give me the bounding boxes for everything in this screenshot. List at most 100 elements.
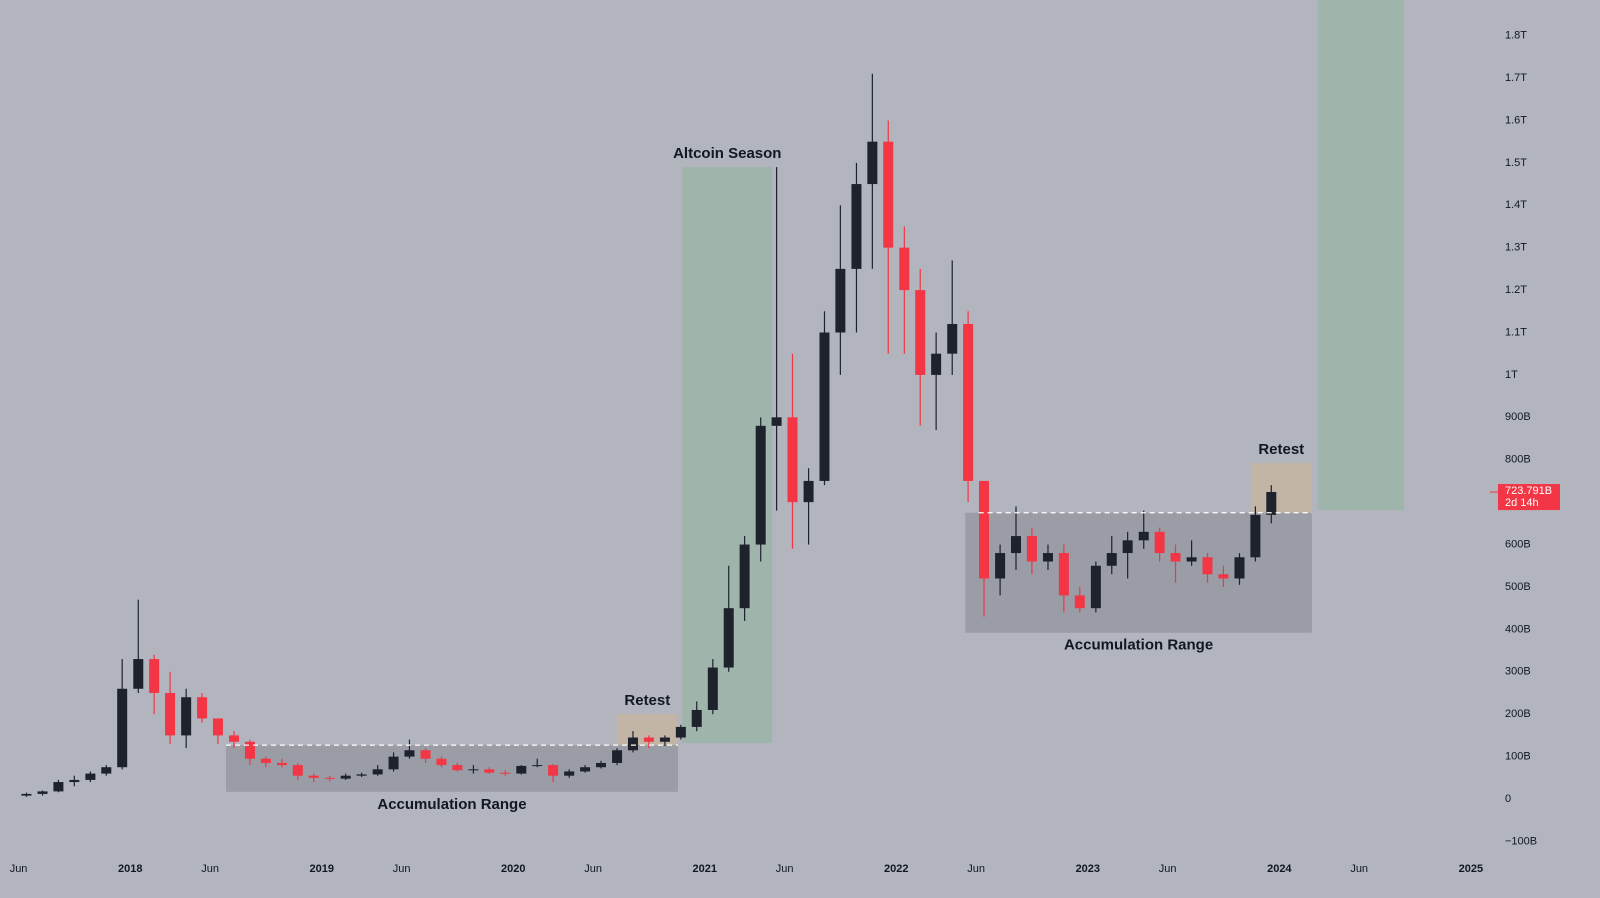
candle-body xyxy=(292,765,303,776)
candle-body xyxy=(659,737,670,742)
x-tick-label: Jun xyxy=(776,863,794,875)
candle-body xyxy=(1154,531,1165,554)
candle-body xyxy=(1074,595,1085,609)
candle-body xyxy=(548,765,559,776)
x-tick-label: Jun xyxy=(584,863,602,875)
x-tick-label: Jun xyxy=(393,863,411,875)
candle-body xyxy=(516,765,527,774)
candle-body xyxy=(595,762,606,768)
candle-body xyxy=(899,247,910,291)
candle-body xyxy=(404,750,415,757)
candle-body xyxy=(1218,574,1229,579)
x-tick-label: 2025 xyxy=(1459,863,1483,875)
candle-body xyxy=(388,756,399,770)
y-tick-label: 1.2T xyxy=(1505,284,1527,296)
candle-body xyxy=(1010,536,1021,554)
x-tick-label: Jun xyxy=(967,863,985,875)
candle-body xyxy=(643,737,654,742)
candle-body xyxy=(117,688,128,768)
candle-body xyxy=(212,718,223,736)
candle-body xyxy=(1042,553,1053,562)
candle-body xyxy=(308,775,319,778)
candle-body xyxy=(1266,491,1277,515)
candle-body xyxy=(915,290,926,375)
last-price-label: 723.791B xyxy=(1505,485,1552,497)
zone-label: Accumulation Range xyxy=(377,796,526,813)
y-tick-label: 900B xyxy=(1505,411,1531,423)
candle-body xyxy=(229,735,240,742)
y-tick-label: 300B xyxy=(1505,666,1531,678)
candle-body xyxy=(1090,565,1101,609)
y-tick-label: 1.7T xyxy=(1505,72,1527,84)
candle-body xyxy=(532,765,543,767)
candle-body xyxy=(947,324,958,354)
candle-body xyxy=(1138,531,1149,541)
candle-body xyxy=(1234,557,1245,579)
candle-body xyxy=(452,765,463,771)
candle-body xyxy=(979,480,990,579)
candle-body xyxy=(851,184,862,269)
candle-body xyxy=(835,268,846,333)
candle-body xyxy=(181,697,192,736)
y-tick-label: 500B xyxy=(1505,581,1531,593)
countdown: 2d 14h xyxy=(1505,497,1539,509)
candle-body xyxy=(1058,553,1069,596)
candle-body xyxy=(340,775,351,779)
candle-body xyxy=(995,553,1006,579)
candle-body xyxy=(771,417,782,426)
candle-body xyxy=(260,758,271,763)
candle-body xyxy=(21,793,32,796)
candle-body xyxy=(580,767,591,772)
candle-body xyxy=(1202,557,1213,575)
candle-body xyxy=(787,417,798,503)
candle-body xyxy=(197,697,208,719)
candle-body xyxy=(612,750,623,763)
candle-body xyxy=(356,774,367,776)
candle-body xyxy=(436,758,447,766)
candle-body xyxy=(468,769,479,771)
candle-body xyxy=(37,791,48,794)
y-tick-label: −100B xyxy=(1505,835,1537,847)
x-tick-label: 2022 xyxy=(884,863,908,875)
x-tick-label: 2018 xyxy=(118,863,142,875)
x-tick-label: 2020 xyxy=(501,863,525,875)
y-tick-label: 1T xyxy=(1505,369,1518,381)
candle-body xyxy=(484,769,495,773)
y-tick-label: 1.8T xyxy=(1505,30,1527,42)
y-tick-label: 600B xyxy=(1505,538,1531,550)
y-tick-label: 200B xyxy=(1505,708,1531,720)
candle-body xyxy=(324,777,335,779)
candle-body xyxy=(819,332,830,481)
candles xyxy=(21,73,1277,797)
y-tick-label: 1.4T xyxy=(1505,199,1527,211)
candle-body xyxy=(85,773,96,780)
candle-body xyxy=(867,141,878,185)
x-tick-label: Jun xyxy=(1350,863,1368,875)
candle-body xyxy=(627,737,638,751)
candle-body xyxy=(1106,553,1117,566)
y-tick-label: 1.3T xyxy=(1505,242,1527,254)
x-tick-label: 2023 xyxy=(1076,863,1100,875)
candle-body xyxy=(69,779,80,783)
y-tick-label: 400B xyxy=(1505,623,1531,635)
last-price-box xyxy=(1498,484,1560,511)
y-tick-label: 800B xyxy=(1505,454,1531,466)
candle-body xyxy=(675,726,686,738)
x-tick-label: Jun xyxy=(10,863,28,875)
candle-body xyxy=(1170,553,1181,562)
candle-body xyxy=(739,544,750,609)
candle-body xyxy=(931,353,942,375)
candle-body xyxy=(500,772,511,774)
candle-body xyxy=(53,782,64,792)
y-tick-label: 0 xyxy=(1505,793,1511,805)
x-tick-label: 2021 xyxy=(693,863,717,875)
zone-label: Retest xyxy=(624,692,670,709)
candle-body xyxy=(1122,540,1133,554)
candle-body xyxy=(101,767,112,774)
zone xyxy=(1317,0,1404,510)
y-tick-label: 1.6T xyxy=(1505,114,1527,126)
candle-body xyxy=(149,659,160,693)
candle-body xyxy=(963,324,974,481)
zone-label: Accumulation Range xyxy=(1064,637,1213,654)
